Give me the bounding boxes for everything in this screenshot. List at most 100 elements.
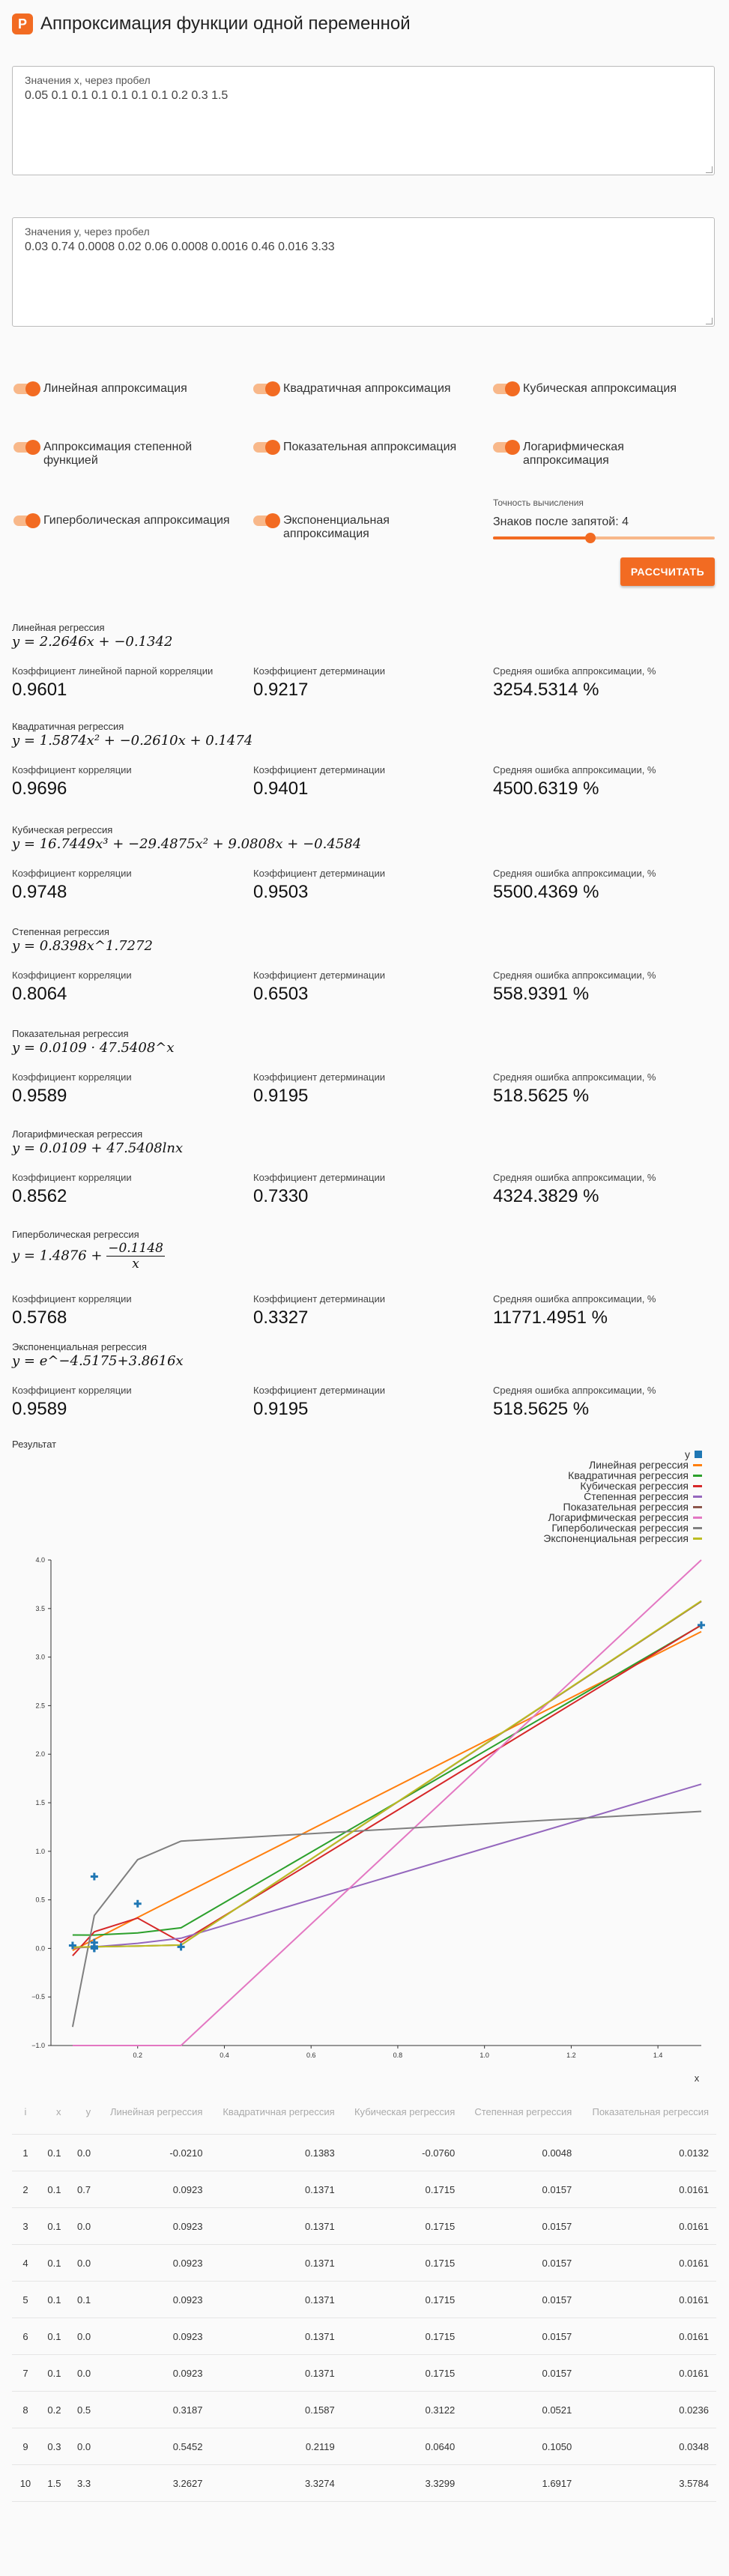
- table-cell: 0.2: [38, 2391, 69, 2428]
- metric-determination: Коэффициент детерминации 0.9217: [253, 665, 385, 701]
- regression-formula: y = 1.4876 + −0.1148 x: [12, 1241, 165, 1272]
- metric-label: Коэффициент корреляции: [12, 868, 132, 879]
- table-cell: 0.0157: [462, 2244, 580, 2282]
- table-cell: 0.1: [38, 2171, 69, 2208]
- slider-fill: [493, 536, 591, 539]
- legend-item: Линейная регрессия: [543, 1459, 702, 1471]
- resize-handle-icon[interactable]: [706, 166, 713, 173]
- table-cell: 0.0161: [579, 2171, 716, 2208]
- regression-formula: y = 0.8398x^1.7272: [12, 938, 153, 954]
- y-values-text[interactable]: 0.03 0.74 0.0008 0.02 0.06 0.0008 0.0016…: [25, 241, 335, 253]
- metric-value: 0.7330: [253, 1186, 309, 1206]
- metric-approx-error: Средняя ошибка аппроксимации, % 558.9391 …: [493, 970, 656, 1005]
- metric-value: 0.9589: [12, 1086, 67, 1106]
- metric-value: 0.9195: [253, 1399, 309, 1419]
- option-logarithmic[interactable]: Логарифмическая аппроксимация: [493, 440, 710, 468]
- toggle-switch[interactable]: [493, 440, 520, 455]
- regression-formula: y = 0.0109 + 47.5408lnx: [12, 1140, 184, 1156]
- x-values-field[interactable]: Значения x, через пробел 0.05 0.1 0.1 0.…: [12, 66, 715, 175]
- table-cell: 0.0157: [462, 2207, 580, 2245]
- y-values-field[interactable]: Значения y, через пробел 0.03 0.74 0.000…: [12, 217, 715, 327]
- table-cell: 0.1715: [342, 2207, 463, 2245]
- metric-label: Коэффициент детерминации: [253, 970, 386, 981]
- table-cell: 0.1371: [210, 2318, 342, 2355]
- table-cell: 2: [12, 2171, 39, 2208]
- table-cell: 0.0: [68, 2134, 99, 2171]
- table-cell: 0.0: [68, 2354, 99, 2392]
- toggle-switch[interactable]: [253, 381, 280, 396]
- table-cell: 0.1715: [342, 2281, 463, 2318]
- metric-label: Коэффициент линейной парной корреляции: [12, 665, 214, 677]
- data-point: [90, 1872, 98, 1881]
- toggle-switch[interactable]: [13, 440, 40, 455]
- toggle-switch[interactable]: [253, 513, 280, 528]
- y-tick-label: 1.0: [35, 1848, 45, 1855]
- metric-correlation: Коэффициент корреляции 0.9748: [12, 868, 132, 903]
- regression-block: Логарифмическая регрессия y = 0.0109 + 47…: [12, 1128, 716, 1206]
- column-header: x: [38, 2090, 69, 2135]
- column-header: Степенная регрессия: [462, 2090, 580, 2135]
- legend-item: y: [543, 1448, 702, 1460]
- table-cell: 1: [12, 2134, 39, 2171]
- option-hyperbolic[interactable]: Гиперболическая аппроксимация: [13, 513, 231, 528]
- table-cell: 10: [12, 2464, 39, 2502]
- toggle-switch[interactable]: [253, 440, 280, 455]
- metric-correlation: Коэффициент линейной парной корреляции 0.…: [12, 665, 213, 701]
- toggle-switch[interactable]: [13, 381, 40, 396]
- table-cell: 0.1587: [210, 2391, 342, 2428]
- metric-approx-error: Средняя ошибка аппроксимации, % 4324.3829…: [493, 1172, 656, 1207]
- table-cell: 0.1: [38, 2134, 69, 2171]
- option-label: Кубическая аппроксимация: [523, 382, 677, 395]
- precision-value: Знаков после запятой: 4: [493, 515, 629, 528]
- y-tick-label: −1.0: [31, 2042, 45, 2049]
- legend-item: Экспоненциальная регрессия: [543, 1532, 702, 1544]
- option-exponential[interactable]: Экспоненциальная аппроксимация: [253, 513, 471, 541]
- table-cell: 0.1371: [210, 2207, 342, 2245]
- table-row: 3 0.1 0.0 0.0923 0.1371 0.1715 0.0157 0.0161: [12, 2207, 716, 2245]
- metric-label: Средняя ошибка аппроксимации, %: [493, 1293, 656, 1304]
- option-label: Экспоненциальная аппроксимация: [283, 514, 390, 540]
- table-cell: 0.0521: [462, 2391, 580, 2428]
- regression-block: Линейная регрессия y = 2.2646x + −0.1342 К…: [12, 622, 716, 700]
- option-power[interactable]: Аппроксимация степенной функцией: [13, 440, 231, 468]
- option-quadratic[interactable]: Квадратичная аппроксимация: [253, 381, 471, 396]
- column-header: Показательная регрессия: [579, 2090, 716, 2135]
- toggle-knob: [265, 381, 280, 396]
- metric-correlation: Коэффициент корреляции 0.9696: [12, 764, 132, 799]
- regression-name: Линейная регрессия: [12, 622, 105, 633]
- table-cell: 0.0640: [342, 2428, 463, 2465]
- y-tick-label: 2.5: [35, 1702, 45, 1709]
- metric-label: Коэффициент корреляции: [12, 1293, 132, 1304]
- table-cell: 0.0923: [98, 2354, 211, 2392]
- x-values-text[interactable]: 0.05 0.1 0.1 0.1 0.1 0.1 0.1 0.2 0.3 1.5: [25, 89, 229, 102]
- data-point: [68, 1941, 76, 1950]
- toggle-knob: [505, 381, 520, 396]
- precision-slider[interactable]: [493, 533, 715, 543]
- option-exponential-base[interactable]: Показательная аппроксимация: [253, 440, 471, 455]
- option-linear[interactable]: Линейная аппроксимация: [13, 381, 231, 396]
- data-point: [133, 1899, 142, 1908]
- metric-determination: Коэффициент детерминации 0.6503: [253, 970, 385, 1005]
- y-tick-label: 4.0: [35, 1556, 45, 1564]
- option-cubic[interactable]: Кубическая аппроксимация: [493, 381, 710, 396]
- y-tick-label: 0.5: [35, 1896, 45, 1904]
- metric-label: Средняя ошибка аппроксимации, %: [493, 764, 656, 775]
- calculate-button[interactable]: РАССЧИТАТЬ: [620, 557, 715, 586]
- metric-value: 0.9696: [12, 778, 67, 799]
- table-row: 7 0.1 0.0 0.0923 0.1371 0.1715 0.0157 0.0161: [12, 2354, 716, 2392]
- table-cell: 0.0161: [579, 2318, 716, 2355]
- metric-value: 5500.4369 %: [493, 882, 599, 902]
- slider-handle[interactable]: [585, 533, 596, 543]
- regression-block: Показательная регрессия y = 0.0109 · 47.5…: [12, 1028, 716, 1106]
- regression-formula: y = 1.5874x² + −0.2610x + 0.1474: [12, 733, 253, 749]
- toggle-switch[interactable]: [493, 381, 520, 396]
- metric-label: Средняя ошибка аппроксимации, %: [493, 665, 656, 677]
- toggle-switch[interactable]: [13, 513, 40, 528]
- column-header: Кубическая регрессия: [342, 2090, 463, 2135]
- metric-value: 0.9401: [253, 778, 309, 799]
- x-tick-label: 1.4: [653, 2052, 663, 2059]
- data-point: [177, 1943, 185, 1951]
- resize-handle-icon[interactable]: [706, 318, 713, 324]
- table-cell: 5: [12, 2281, 39, 2318]
- table-row: 9 0.3 0.0 0.5452 0.2119 0.0640 0.1050 0.0348: [12, 2428, 716, 2465]
